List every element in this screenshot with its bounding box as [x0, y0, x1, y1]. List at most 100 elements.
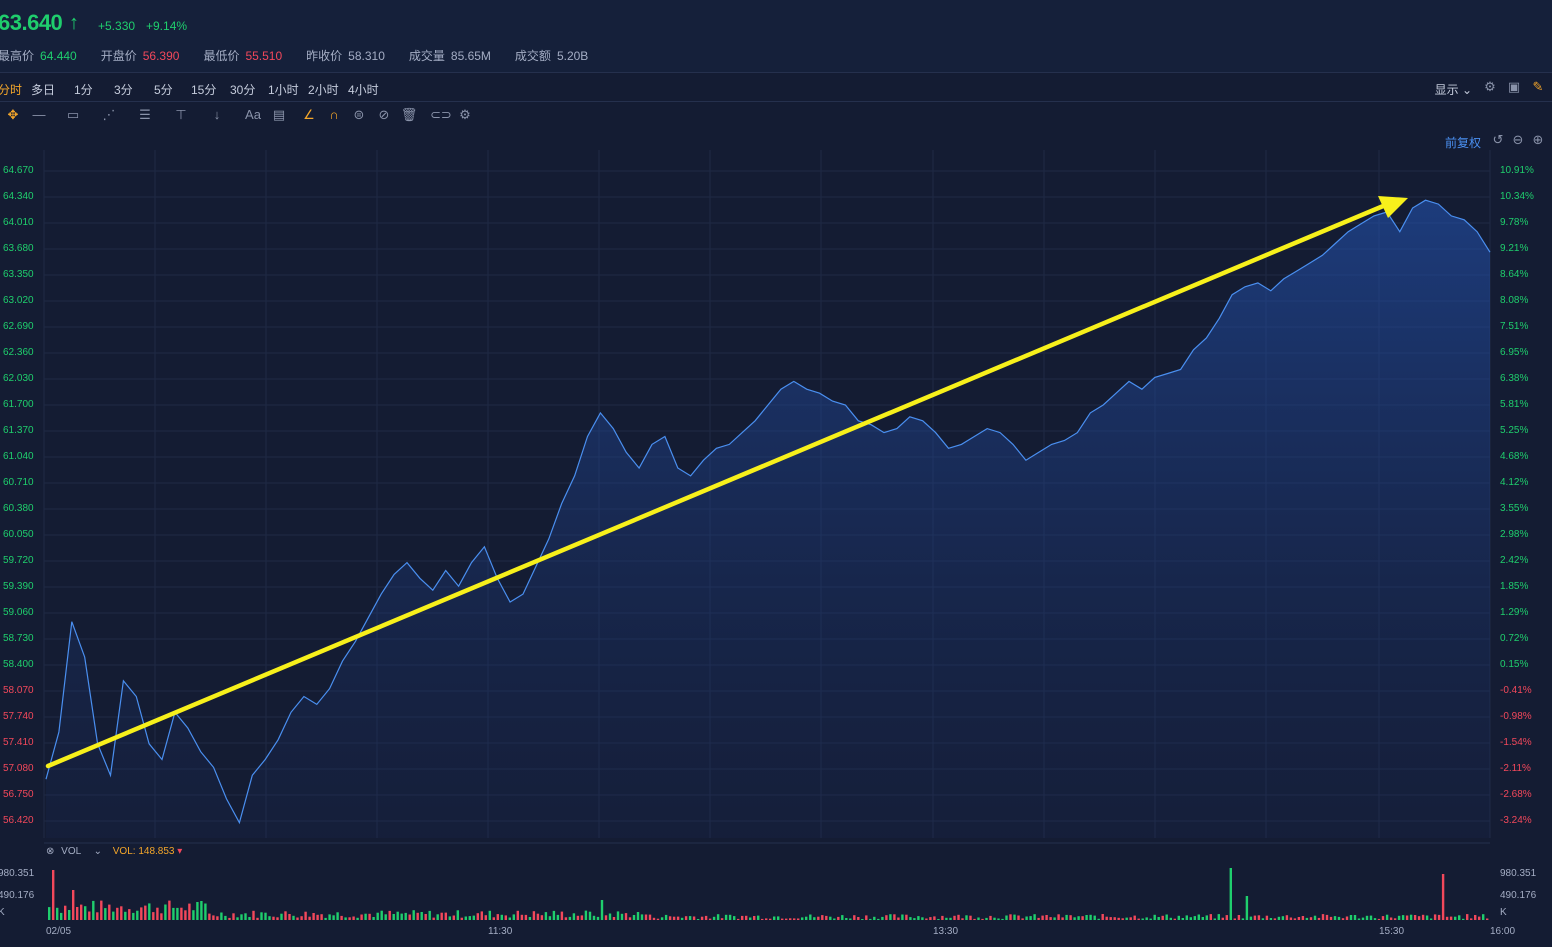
volume-bar [1277, 916, 1281, 920]
volume-bar [1213, 918, 1216, 920]
volume-bar [112, 911, 115, 920]
tab-7[interactable]: 1小时 [268, 83, 299, 97]
volume-bar [957, 914, 960, 920]
volume-bar [308, 916, 311, 920]
volume-bar [352, 916, 355, 920]
tab-0[interactable]: 分时 [0, 83, 23, 97]
volume-bar [416, 912, 419, 920]
chart-settings-icon[interactable]: ⚙ [1484, 79, 1496, 94]
volume-bar [1093, 915, 1096, 920]
fib-icon[interactable]: ⋰ [102, 107, 116, 122]
channel-icon[interactable]: ☰ [139, 107, 151, 122]
quote-stats: 最高价 64.440 开盘价 56.390 最低价 55.510 昨收价 58.310 成交量 8… [0, 47, 612, 64]
volume-bar [889, 914, 892, 920]
volume-bar [108, 904, 111, 920]
undo-icon[interactable]: ↺ [1492, 132, 1504, 147]
volume-bar [1373, 918, 1377, 920]
price-tick: 56.420 [3, 815, 34, 826]
volume-bar [749, 917, 752, 920]
volume-bar [624, 913, 628, 920]
volume-bar [444, 912, 447, 920]
display-dropdown[interactable]: 显示 ⌄ [1434, 83, 1472, 97]
pencil-icon[interactable]: ∠ [303, 107, 315, 122]
volume-bar [360, 914, 363, 920]
volume-bar [925, 918, 928, 920]
volume-bar [969, 915, 972, 920]
volume-bar [600, 900, 604, 920]
volume-bar [292, 915, 295, 920]
volume-bar [528, 917, 532, 920]
volume-bar [1269, 918, 1273, 920]
volume-bar [628, 917, 632, 920]
volume-bar [184, 910, 187, 920]
volume-bar [164, 904, 167, 920]
volume-bar [1341, 918, 1345, 920]
lock-icon[interactable]: ⊜ [353, 107, 365, 122]
hide-icon[interactable]: ⊘ [378, 107, 390, 122]
camera-icon[interactable]: ▣ [1507, 79, 1521, 94]
line-icon[interactable]: — [32, 107, 46, 122]
volume-bar [1041, 915, 1044, 920]
volume-bar [48, 907, 51, 920]
link-icon[interactable]: ⊂⊃ [430, 107, 452, 122]
tab-4[interactable]: 5分 [154, 83, 173, 97]
tab-1[interactable]: 多日 [31, 83, 56, 97]
volume-bar [1045, 915, 1048, 920]
volume-bar [484, 915, 487, 920]
move-icon[interactable]: ✥ [7, 107, 19, 122]
volume-bar [100, 900, 103, 920]
edit-icon[interactable]: ✎ [1532, 79, 1544, 94]
tab-9[interactable]: 4小时 [348, 83, 379, 97]
trash-icon[interactable]: 🗑 [400, 107, 418, 122]
volume-bar [256, 917, 259, 920]
volume-bar [328, 914, 331, 920]
tab-3[interactable]: 3分 [114, 83, 133, 97]
zoom-in-icon[interactable]: ⊕ [1532, 132, 1544, 147]
settings-icon[interactable]: ⚙ [459, 107, 471, 122]
volume-bar [1037, 917, 1040, 920]
volume-bar [296, 917, 299, 920]
volume-bar [532, 911, 536, 920]
volume-bar [853, 915, 856, 920]
volume-bar [540, 915, 544, 920]
volume-dropdown-icon[interactable]: ⌄ [93, 846, 102, 857]
volume-bar [552, 910, 556, 920]
pct-tick: 5.25% [1500, 425, 1529, 436]
time-tick: 13:30 [933, 926, 959, 937]
volume-bar [1253, 915, 1257, 920]
volume-bar [793, 918, 796, 920]
magnet-icon[interactable]: ∩ [329, 107, 339, 122]
measure-icon[interactable]: ⊤ [175, 107, 187, 122]
volume-bar [400, 913, 403, 920]
price-tick: 62.030 [3, 373, 34, 384]
tab-6[interactable]: 30分 [230, 83, 256, 97]
volume-bar [1365, 915, 1369, 920]
text-icon[interactable]: Aa [245, 107, 261, 122]
volume-bar [1285, 915, 1289, 920]
volume-bar [84, 906, 87, 920]
volume-bar [1441, 874, 1445, 920]
volume-bar [424, 914, 427, 920]
volume-bar [664, 914, 668, 920]
pct-tick: 9.78% [1500, 217, 1529, 228]
volume-bar [1445, 916, 1449, 920]
volume-bar [745, 915, 748, 920]
volume-bar [981, 918, 984, 920]
stat-label: 最高价 [0, 49, 35, 63]
tab-8[interactable]: 2小时 [308, 83, 339, 97]
arrow-down-icon[interactable]: ↓ [213, 107, 221, 122]
close-volume-icon[interactable]: ⊗ [46, 846, 55, 857]
volume-bar [909, 917, 912, 920]
volume-bar [1377, 918, 1381, 920]
rect-icon[interactable]: ▭ [66, 107, 80, 122]
tab-5[interactable]: 15分 [191, 83, 217, 97]
volume-bar [440, 912, 443, 920]
zoom-out-icon[interactable]: ⊖ [1512, 132, 1524, 147]
volume-tick: 980.351 [1500, 868, 1537, 879]
comment-icon[interactable]: ▤ [272, 107, 286, 122]
time-tick: 02/05 [46, 926, 72, 937]
adjust-mode-button[interactable]: 前复权 [1444, 136, 1481, 150]
tab-2[interactable]: 1分 [74, 83, 93, 97]
volume-bar [64, 905, 67, 920]
